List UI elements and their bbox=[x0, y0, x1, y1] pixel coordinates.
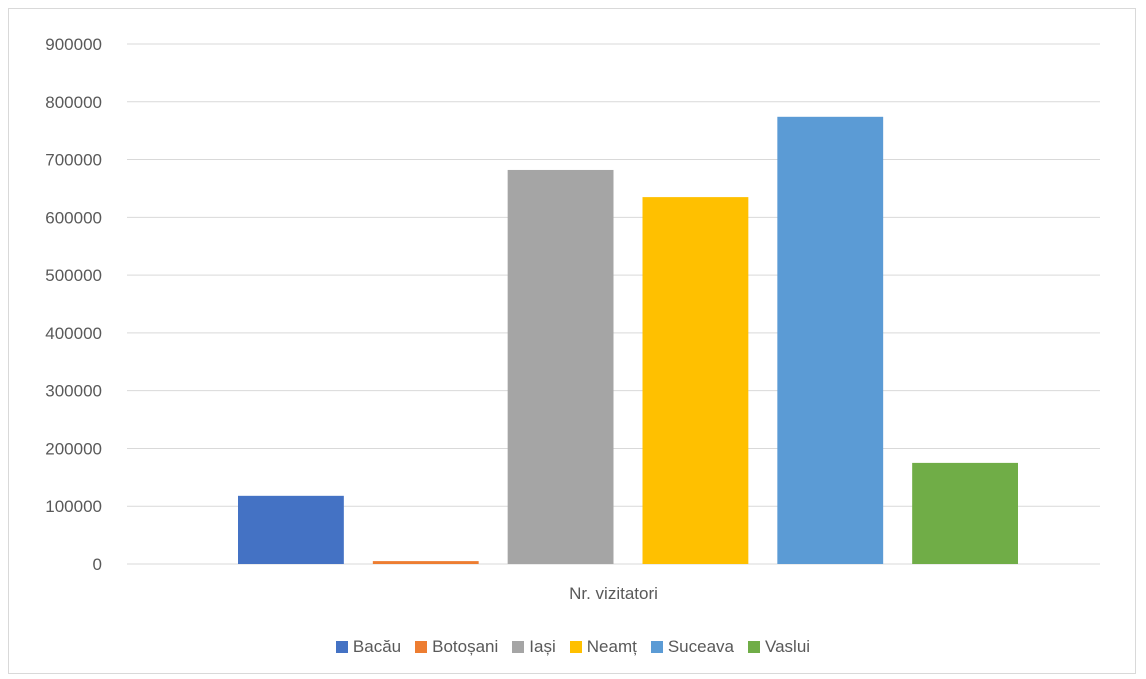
legend-label: Iași bbox=[529, 637, 556, 656]
legend-item: Bacău bbox=[335, 637, 402, 657]
legend-swatch bbox=[748, 641, 761, 653]
y-tick-label: 900000 bbox=[45, 35, 102, 54]
y-tick-label: 200000 bbox=[45, 439, 102, 458]
y-tick-label: 400000 bbox=[45, 324, 102, 343]
legend-swatch bbox=[335, 641, 348, 653]
legend-swatch bbox=[569, 641, 582, 653]
bar-5 bbox=[777, 116, 884, 565]
y-tick-label: 700000 bbox=[45, 151, 102, 170]
x-axis-category-labels: Nr. vizitatori bbox=[569, 584, 658, 603]
bar-4 bbox=[642, 197, 749, 564]
bar-1 bbox=[238, 495, 344, 564]
y-tick-label: 0 bbox=[93, 555, 102, 574]
legend-label: Neamț bbox=[586, 637, 637, 656]
legend-label: Bacău bbox=[352, 637, 402, 656]
legend-item: Vaslui bbox=[748, 637, 810, 657]
bar-3 bbox=[507, 169, 614, 564]
bar-6 bbox=[912, 462, 1018, 564]
legend-item: Botoșani bbox=[415, 637, 498, 657]
y-tick-label: 100000 bbox=[45, 497, 102, 516]
x-category-label: Nr. vizitatori bbox=[569, 584, 658, 603]
legend: Bacău Botoșani Iași Neamț Suceava Vaslui bbox=[0, 637, 1146, 657]
y-tick-label: 600000 bbox=[45, 208, 102, 227]
y-tick-label: 500000 bbox=[45, 266, 102, 285]
y-tick-label: 300000 bbox=[45, 382, 102, 401]
legend-swatch bbox=[512, 641, 525, 653]
y-axis-tick-labels: 0 100000 200000 300000 400000 500000 600000 700… bbox=[45, 35, 102, 574]
y-tick-label: 800000 bbox=[45, 93, 102, 112]
legend-item: Suceava bbox=[650, 637, 735, 657]
bar-2 bbox=[372, 561, 479, 564]
legend-item: Iași bbox=[512, 637, 556, 657]
legend-label: Vaslui bbox=[765, 637, 811, 656]
legend-label: Suceava bbox=[667, 637, 735, 656]
legend-swatch bbox=[415, 641, 428, 653]
legend-label: Botoșani bbox=[432, 637, 499, 656]
bars bbox=[238, 116, 1018, 565]
legend-swatch bbox=[650, 641, 663, 653]
legend-item: Neamț bbox=[569, 637, 637, 657]
